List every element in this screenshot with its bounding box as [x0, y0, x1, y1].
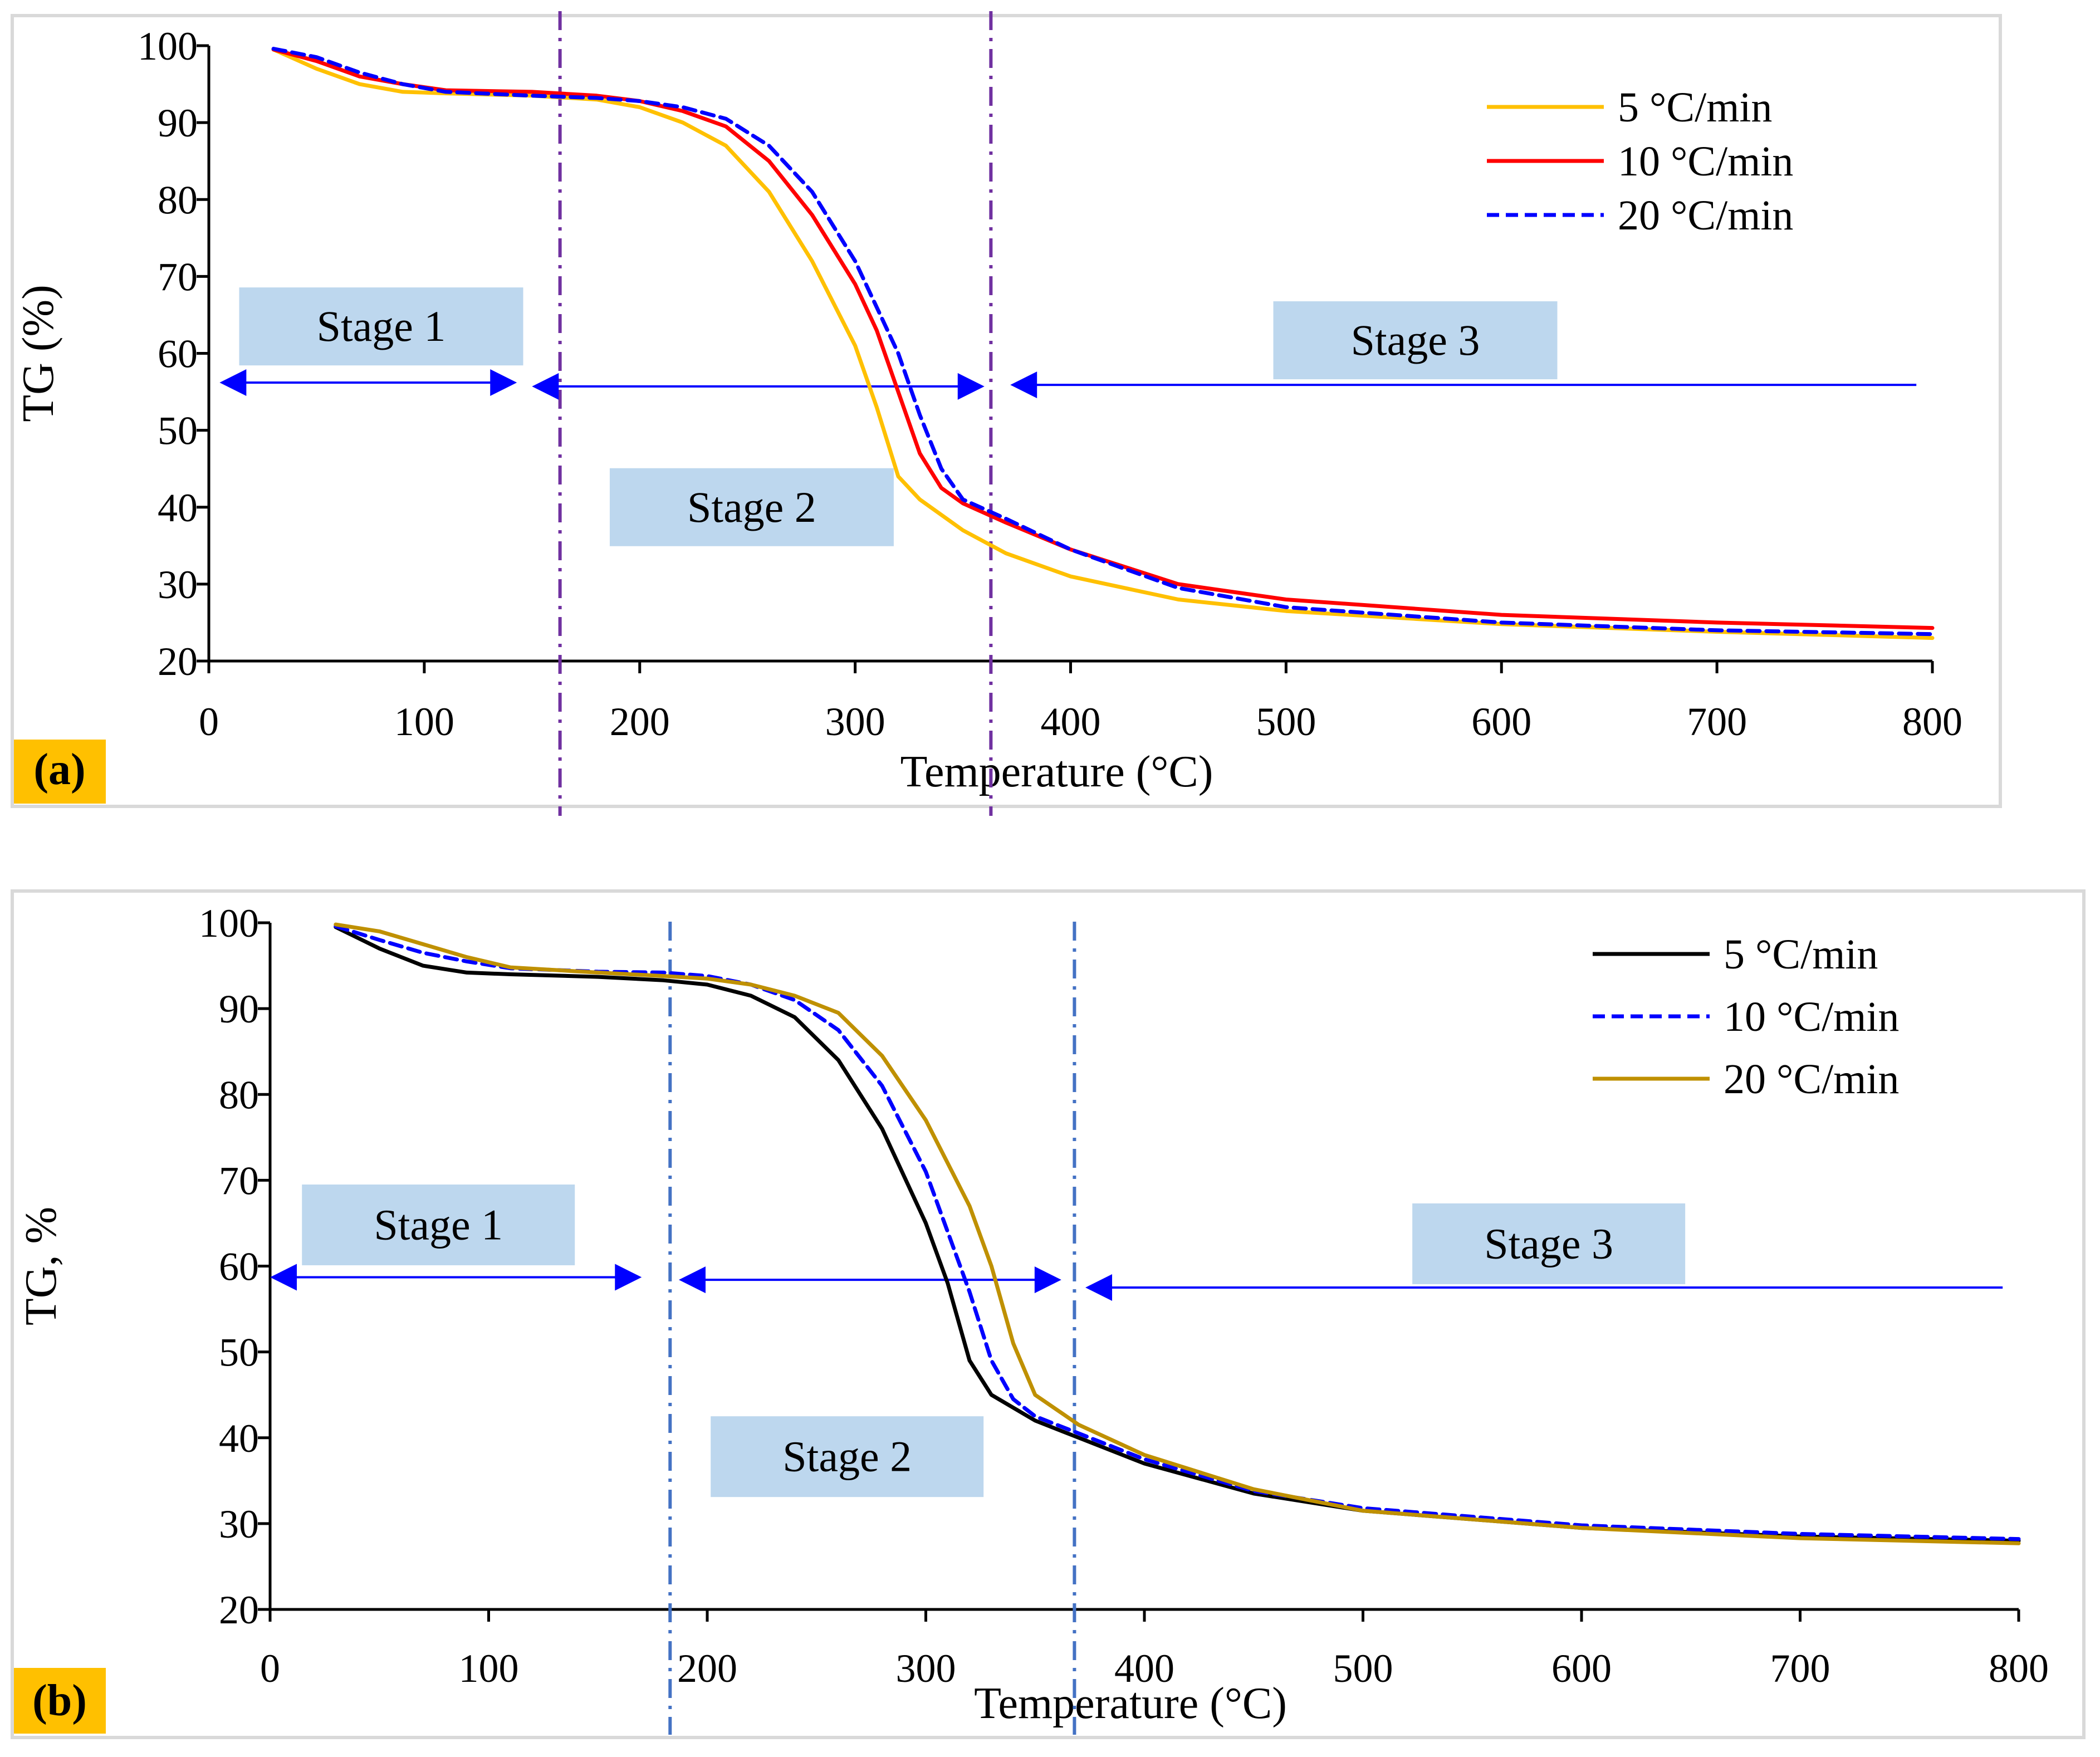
panel-b-y-tick-label: 40 [219, 1416, 259, 1461]
panel-a-stage-arrow-head-left [219, 369, 247, 396]
panel-b-stage-label-box [711, 1416, 984, 1497]
panel-a-x-tick-label: 700 [1687, 699, 1747, 744]
panel-b-label-box [14, 1668, 106, 1734]
panel-a-x-tick-label: 300 [825, 699, 885, 744]
panel-a-y-axis-label: TG (%) [14, 285, 63, 422]
panel-b-y-tick-label: 50 [219, 1330, 259, 1375]
panel-b-x-tick-label: 800 [1989, 1646, 2049, 1691]
panel-b-stage-arrow-head-left [1085, 1274, 1113, 1301]
panel-b-y-tick-label: 60 [219, 1245, 259, 1289]
panel-a-legend-label-3: 20 °C/min [1618, 192, 1793, 239]
panel-a-x-tick-label: 600 [1471, 699, 1531, 744]
panel-a-x-tick-label: 500 [1256, 699, 1316, 744]
panel-b-y-axis-label: TG, % [17, 1207, 66, 1325]
panel-a-y-tick-label: 70 [158, 255, 198, 299]
panel-a-stage-label-box [1273, 301, 1558, 380]
panel-a-y-tick-label: 30 [158, 562, 198, 607]
panel-a-stage-label-box [609, 468, 894, 546]
panel-b-y-tick-label: 100 [199, 901, 259, 946]
panel-b-label: (b) [32, 1676, 87, 1725]
panel-b-y-tick-label: 90 [219, 987, 259, 1031]
panel-b-stage-arrow-head-right [1034, 1266, 1061, 1294]
panel-a-stage-label: Stage 3 [1351, 316, 1480, 364]
panel-b-stage-label: Stage 2 [782, 1432, 912, 1481]
panel-b-y-tick-label: 80 [219, 1073, 259, 1117]
panel-b-stage-label: Stage 1 [374, 1201, 503, 1249]
panel-a-x-tick-label: 0 [199, 699, 219, 744]
panel-b-stage-arrow-head-left [678, 1266, 706, 1294]
panel-a-y-tick-label: 50 [158, 409, 198, 453]
panel-b-stage-label: Stage 3 [1484, 1219, 1613, 1267]
panel-b-x-axis-label: Temperature (°C) [974, 1679, 1287, 1728]
panel-a-series-line-3 [271, 47, 1935, 637]
tg-chart-panel-a: 20 30 40 50 60 70 80 90 100 0 100 200 300 400 500 600 70… [0, 0, 2100, 835]
panel-a-x-tick-label: 400 [1041, 699, 1101, 744]
panel-b-legend-label-1: 5 °C/min [1724, 931, 1878, 978]
panel-b-x-tick-label: 700 [1770, 1646, 1830, 1691]
panel-b-x-tick-label: 400 [1114, 1646, 1174, 1691]
panel-b-y-tick-label: 30 [219, 1502, 259, 1546]
panel-a-series-line-1 [271, 47, 1935, 640]
panel-b-y-tick-label: 70 [219, 1158, 259, 1203]
panel-a-stage-arrow-head-right [490, 369, 517, 396]
panel-b-x-tick-label: 200 [677, 1646, 737, 1691]
panel-a-y-tick-label: 100 [138, 24, 198, 68]
panel-a-stage-label-box [239, 287, 523, 366]
panel-b-stage-arrow-head-right [615, 1264, 642, 1291]
panel-b-series-line-3 [334, 922, 2021, 1545]
panel-a-frame [11, 14, 2002, 808]
panel-b-legend-label-3: 20 °C/min [1724, 1056, 1899, 1103]
panel-a-y-tick-label: 20 [158, 639, 198, 684]
panel-a-stage-label: Stage 2 [687, 483, 816, 531]
panel-a-y-tick-label: 40 [158, 486, 198, 530]
panel-b-stage-arrow-head-left [270, 1264, 297, 1291]
panel-a-stage-arrow-head-left [1010, 371, 1037, 399]
panel-b-legend-label-2: 10 °C/min [1724, 993, 1899, 1040]
panel-a-stage-arrow-head-left [532, 373, 559, 400]
panel-a-legend-label-2: 10 °C/min [1618, 138, 1793, 185]
panel-a-x-tick-label: 100 [394, 699, 454, 744]
panel-a-y-tick-label: 90 [158, 101, 198, 145]
panel-a-x-tick-label: 800 [1902, 699, 1962, 744]
panel-a-label-box [14, 740, 106, 804]
panel-b-x-tick-label: 100 [459, 1646, 519, 1691]
panel-b-y-tick-label: 20 [219, 1588, 259, 1632]
panel-a-stage-arrow-head-right [957, 373, 985, 400]
panel-a-x-axis-label: Temperature (°C) [900, 747, 1213, 796]
panel-b-stage-label-box [1412, 1203, 1686, 1284]
tg-chart-a: 20 30 40 50 60 70 80 90 100 0 100 200 300 400 500 600 70… [11, 11, 2002, 816]
panel-a-y-tick-label: 80 [158, 178, 198, 222]
panel-b-x-tick-label: 0 [260, 1646, 280, 1691]
panel-a-legend-label-1: 5 °C/min [1618, 84, 1772, 131]
panel-a-label: (a) [33, 745, 85, 794]
panel-b-series-line-1 [334, 925, 2021, 1543]
panel-a-y-tick-label: 60 [158, 332, 198, 376]
panel-b-frame [11, 889, 2086, 1739]
panel-b-x-tick-label: 500 [1333, 1646, 1393, 1691]
panel-b-x-tick-label: 600 [1551, 1646, 1612, 1691]
panel-a-stage-label: Stage 1 [317, 302, 446, 350]
panel-b-x-tick-label: 300 [896, 1646, 956, 1691]
tg-chart-b: 20 30 40 50 60 70 80 90 100 0 100 200 300 400 500 600 70… [11, 889, 2086, 1739]
panel-b-stage-label-box [302, 1185, 575, 1266]
panel-a-x-tick-label: 200 [610, 699, 670, 744]
tg-chart-panel-b: 20 30 40 50 60 70 80 90 100 0 100 200 300 400 500 600 70… [0, 877, 2100, 1754]
